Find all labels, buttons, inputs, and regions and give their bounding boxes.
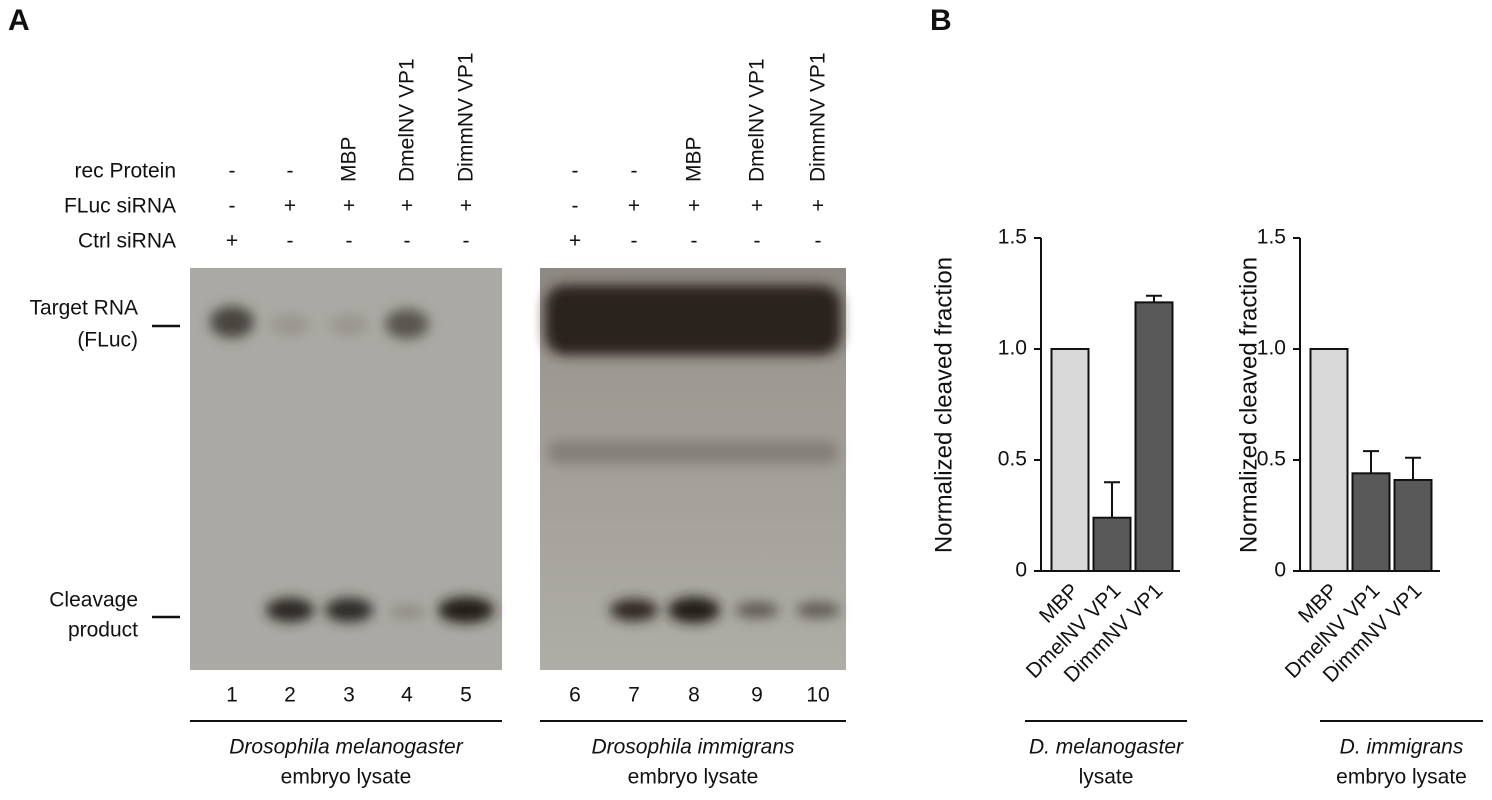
lane-number: 10	[806, 684, 829, 707]
bar	[1393, 478, 1433, 573]
lane-ctrl: +	[226, 230, 238, 253]
lane-number: 6	[569, 684, 581, 707]
error-bar	[1104, 481, 1120, 518]
lane-protein: DimmNV VP1	[455, 52, 478, 182]
lane-ctrl: -	[754, 230, 761, 253]
error-bar	[1405, 456, 1421, 480]
lane-fluc: +	[751, 195, 763, 218]
row-label: Ctrl siRNA	[78, 230, 176, 253]
y-tick-label: 1.5	[1257, 226, 1286, 249]
bar	[1309, 348, 1349, 572]
lane-fluc: +	[460, 195, 472, 218]
footer-lysate: lysate	[1079, 766, 1134, 789]
y-axis-label: Normalized cleaved fraction	[1235, 257, 1262, 553]
bar	[1134, 301, 1174, 572]
gel-image	[190, 268, 846, 670]
y-tick-label: 0	[1274, 559, 1286, 582]
lane-fluc: -	[229, 195, 236, 218]
lane-protein: DmelNV VP1	[396, 58, 419, 182]
lane-fluc: +	[401, 195, 413, 218]
footer-lysate: embryo lysate	[1336, 766, 1467, 789]
panel-letter: A	[8, 4, 30, 37]
y-tick-label: 1.0	[998, 337, 1027, 360]
lane-ctrl: -	[404, 230, 411, 253]
y-tick-label: 1.5	[998, 226, 1027, 249]
error-bar	[1146, 294, 1162, 303]
group-lysate: embryo lysate	[628, 766, 759, 789]
lane-ctrl: -	[287, 230, 294, 253]
bar	[1092, 516, 1132, 572]
lane-ctrl: +	[569, 230, 581, 253]
lane-number: 5	[460, 684, 472, 707]
lane-number: 8	[688, 684, 700, 707]
group-species: Drosophila melanogaster	[229, 736, 463, 759]
lane-protein: -	[572, 160, 579, 183]
lane-ctrl: -	[346, 230, 353, 253]
group-lysate: embryo lysate	[281, 766, 412, 789]
marker-label: product	[68, 619, 138, 642]
row-label: rec Protein	[74, 160, 176, 183]
lane-number: 2	[284, 684, 296, 707]
lane-number: 1	[226, 684, 238, 707]
lane-ctrl: -	[691, 230, 698, 253]
lane-fluc: +	[812, 195, 824, 218]
footer-species: D. immigrans	[1340, 736, 1464, 759]
lane-fluc: +	[284, 195, 296, 218]
lane-protein: DmelNV VP1	[746, 58, 769, 182]
lane-protein: -	[631, 160, 638, 183]
marker-label: Target RNA	[29, 297, 138, 320]
lane-protein: -	[229, 160, 236, 183]
y-tick-label: 0	[1015, 559, 1027, 582]
y-tick-label: 1.0	[1257, 337, 1286, 360]
lane-number: 7	[628, 684, 640, 707]
marker-label: Cleavage	[49, 589, 138, 612]
lane-fluc: -	[572, 195, 579, 218]
lane-fluc: +	[688, 195, 700, 218]
row-label: FLuc siRNA	[64, 195, 176, 218]
footer-species: D. melanogaster	[1029, 736, 1184, 759]
lane-protein: DimmNV VP1	[807, 52, 830, 182]
lane-fluc: +	[343, 195, 355, 218]
panel-letter: B	[930, 4, 952, 37]
bar	[1351, 472, 1391, 573]
error-bar	[1363, 450, 1379, 474]
lane-protein: MBP	[338, 136, 361, 182]
lane-number: 9	[751, 684, 763, 707]
y-axis-label: Normalized cleaved fraction	[930, 257, 957, 553]
y-tick-label: 0.5	[1257, 448, 1286, 471]
y-tick-label: 0.5	[998, 448, 1027, 471]
lane-ctrl: -	[631, 230, 638, 253]
lane-protein: MBP	[683, 136, 706, 182]
group-species: Drosophila immigrans	[591, 736, 795, 759]
lane-ctrl: -	[463, 230, 470, 253]
lane-protein: -	[287, 160, 294, 183]
lane-number: 3	[343, 684, 355, 707]
marker-label: (FLuc)	[77, 329, 138, 352]
bar	[1050, 348, 1090, 572]
lane-ctrl: -	[815, 230, 822, 253]
lane-fluc: +	[628, 195, 640, 218]
lane-number: 4	[401, 684, 413, 707]
